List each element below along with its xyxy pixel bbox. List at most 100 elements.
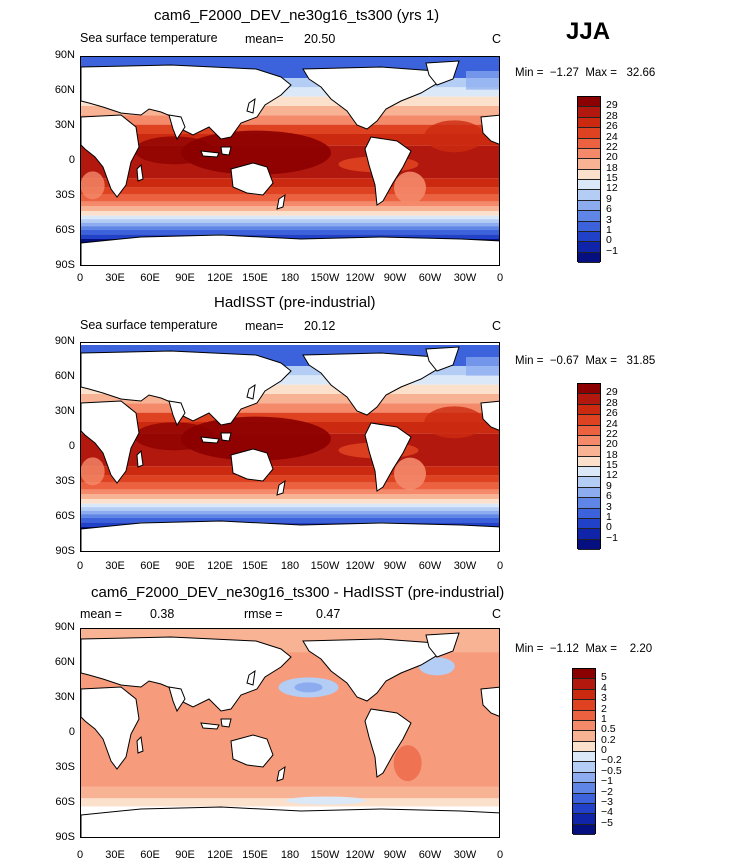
colorbar-swatch [578, 539, 600, 550]
panel-1-lon-tick: 90W [383, 272, 407, 284]
panel-3-lat-tick: 0 [68, 726, 75, 738]
panel-1-lon-tick: 150E [242, 272, 268, 284]
colorbar-level-label: 26 [606, 407, 618, 420]
panel-3-lon-tick: 0 [76, 849, 84, 861]
colorbar-swatch [578, 138, 600, 149]
colorbar-swatch [573, 752, 595, 763]
colorbar-level-label: 3 [601, 692, 607, 705]
colorbar-swatch [573, 731, 595, 742]
panel-3-lon-tick: 120E [207, 849, 233, 861]
colorbar-swatch [578, 529, 600, 540]
colorbar-level-label: 3 [606, 213, 612, 226]
panel-2-lon-tick: 150W [310, 560, 340, 572]
panel-1-lon-tick: 0 [76, 272, 84, 284]
panel-2-lat-tick: 90N [54, 335, 75, 347]
colorbar-swatch [573, 710, 595, 721]
colorbar-swatch [578, 446, 600, 457]
panel-2-lon-tick: 0 [76, 560, 84, 572]
colorbar-level-label: 29 [606, 99, 618, 112]
colorbar-level-label: 2 [601, 702, 607, 715]
colorbar-swatch [573, 793, 595, 804]
panel-3-lat-tick: 60N [54, 656, 75, 668]
panel-2-colorbar [577, 383, 601, 550]
panel-1-map [80, 56, 500, 266]
colorbar-swatch [573, 803, 595, 815]
panel-1-mean-value: 20.50 [304, 32, 336, 46]
panel-2-mean-label: mean= [245, 319, 284, 333]
panel-2-lon-tick: 90W [383, 560, 407, 572]
colorbar-swatch [573, 783, 595, 794]
colorbar-swatch [578, 435, 600, 447]
panel-3-rmse-label: rmse = [244, 607, 283, 621]
panel-3-min-max: Min = −1.12 Max = 2.20 [515, 643, 653, 655]
panel-1-mean-label: mean= [245, 32, 284, 46]
colorbar-level-label: 24 [606, 417, 618, 430]
panel-3-lon-tick: 120W [345, 849, 375, 861]
colorbar-swatch [578, 415, 600, 426]
colorbar-level-label: 26 [606, 120, 618, 133]
colorbar-level-label: −3 [601, 795, 613, 808]
panel-2-lon-tick: 90E [175, 560, 195, 572]
panel-3-lon-tick: 180 [280, 849, 300, 861]
panel-3-lat-tick: 90S [55, 831, 75, 843]
colorbar-swatch [578, 190, 600, 201]
panel-3-lon-tick: 0 [496, 849, 504, 861]
colorbar-level-label: 28 [606, 109, 618, 122]
colorbar-swatch [578, 107, 600, 118]
panel-1-lat-tick: 90S [55, 259, 75, 271]
panel-1-lat-tick: 60N [54, 84, 75, 96]
panel-2-lon-tick: 30W [453, 560, 477, 572]
colorbar-level-label: −4 [601, 806, 613, 819]
panel-1-lon-tick: 0 [496, 272, 504, 284]
colorbar-level-label: 6 [606, 490, 612, 503]
colorbar-level-label: −0.2 [601, 754, 622, 767]
panel-1-lon-tick: 120W [345, 272, 375, 284]
panel-3-rmse-value: 0.47 [316, 607, 341, 621]
panel-2-lon-tick: 180 [280, 560, 300, 572]
colorbar-level-label: −1 [606, 244, 618, 257]
panel-2-lon-tick: 120E [207, 560, 233, 572]
colorbar-level-label: −0.5 [601, 764, 622, 777]
colorbar-level-label: 18 [606, 448, 618, 461]
panel-3-lon-tick: 90W [383, 849, 407, 861]
panel-3-lon-tick: 30E [105, 849, 125, 861]
colorbar-level-label: 20 [606, 438, 618, 451]
panel-2-lat-tick: 30N [54, 405, 75, 417]
colorbar-swatch [578, 384, 600, 395]
colorbar-swatch [578, 508, 600, 519]
colorbar-level-label: 28 [606, 396, 618, 409]
colorbar-level-label: 15 [606, 459, 618, 471]
colorbar-level-label: −1 [601, 775, 613, 788]
colorbar-swatch [573, 679, 595, 690]
colorbar-swatch [578, 117, 600, 129]
colorbar-swatch [573, 669, 595, 680]
colorbar-swatch [573, 700, 595, 711]
panel-1-lat-tick: 90N [54, 49, 75, 61]
panel-2-lon-tick: 60E [140, 560, 160, 572]
panel-3-lat-tick: 30S [55, 761, 75, 773]
colorbar-level-label: 22 [606, 140, 618, 153]
panel-2-lat-tick: 0 [68, 440, 75, 452]
colorbar-swatch [578, 180, 600, 191]
colorbar-swatch [573, 720, 595, 732]
panel-3-lat-tick: 30N [54, 691, 75, 703]
colorbar-level-label: 9 [606, 479, 612, 492]
colorbar-swatch [578, 467, 600, 478]
panel-1-lon-tick: 180 [280, 272, 300, 284]
colorbar-swatch [578, 221, 600, 232]
colorbar-level-label: 12 [606, 469, 618, 482]
colorbar-level-label: 1 [606, 223, 612, 236]
panel-3-mean-label: mean = [80, 607, 123, 621]
colorbar-level-label: 0 [601, 744, 607, 756]
colorbar-swatch [573, 762, 595, 773]
colorbar-swatch [578, 487, 600, 499]
panel-1-lon-tick: 30W [453, 272, 477, 284]
colorbar-swatch [573, 741, 595, 752]
colorbar-swatch [578, 148, 600, 160]
panel-3-title: cam6_F2000_DEV_ne30g16_ts300 - HadISST (… [91, 584, 505, 601]
colorbar-swatch [578, 404, 600, 416]
panel-1-colorbar [577, 96, 601, 263]
colorbar-level-label: 0.5 [601, 723, 616, 736]
panel-3-lat-tick: 90N [54, 621, 75, 633]
colorbar-swatch [573, 824, 595, 835]
